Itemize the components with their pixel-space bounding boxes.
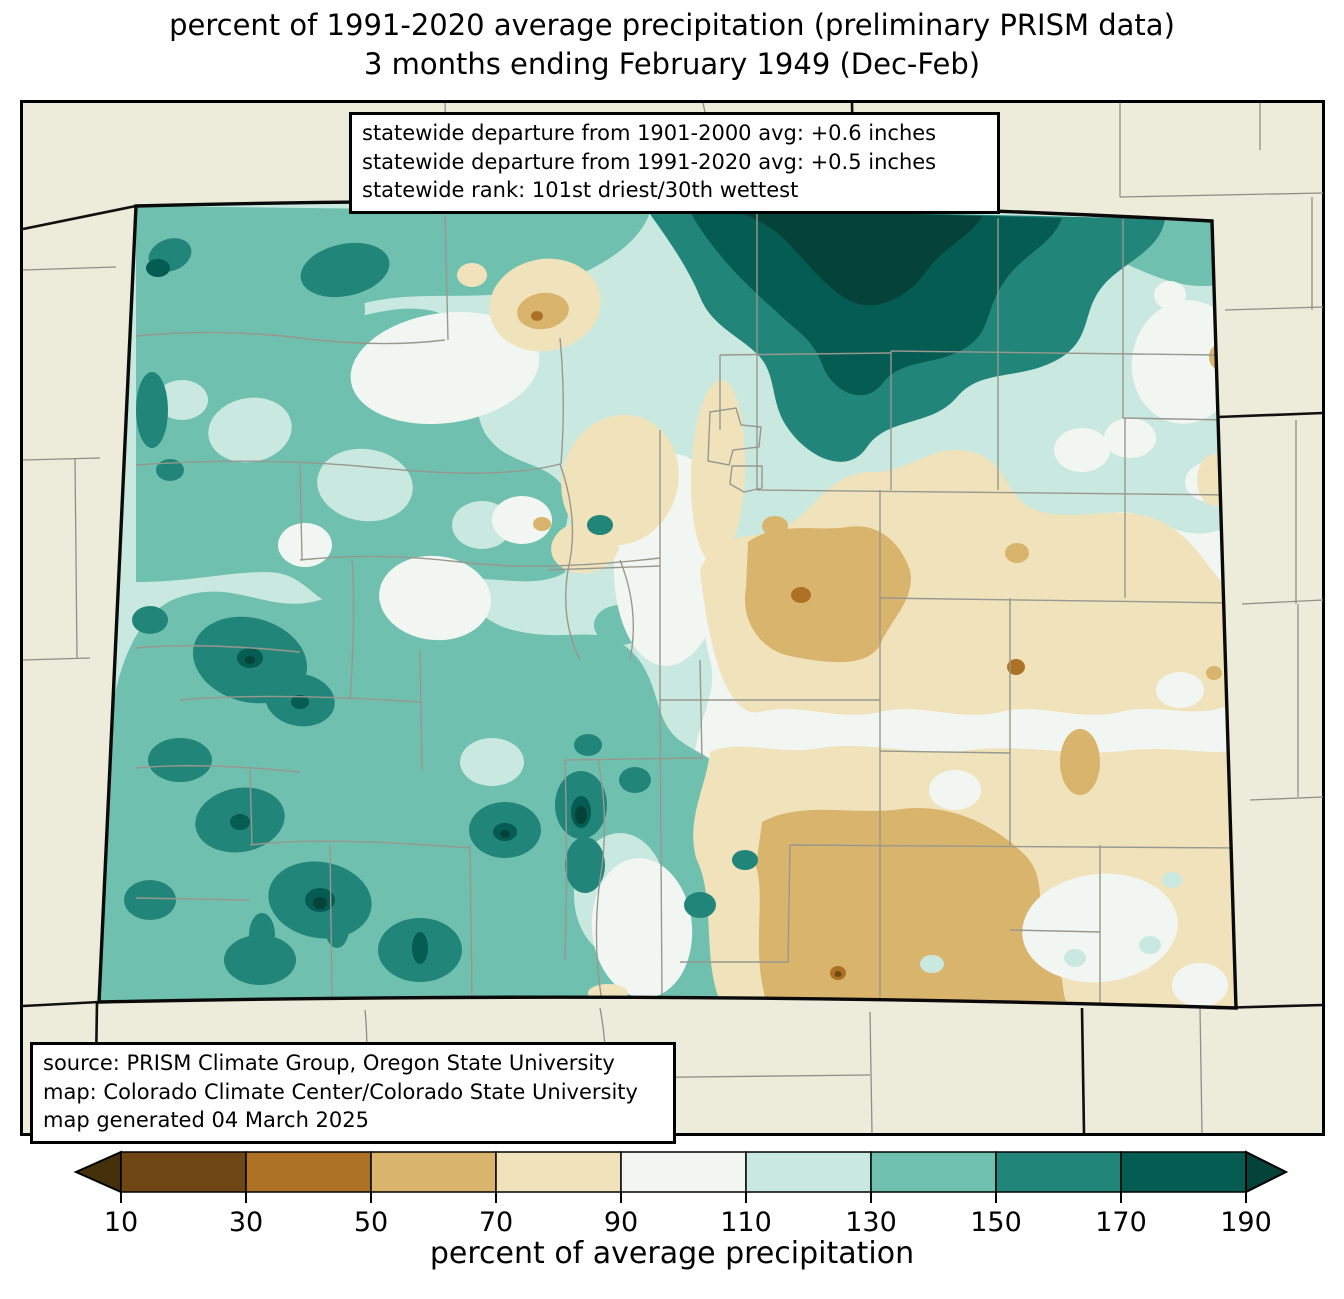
stats-line-3: statewide rank: 101st driest/30th wettes… — [362, 178, 799, 202]
source-credit-box: source: PRISM Climate Group, Oregon Stat… — [30, 1042, 676, 1144]
svg-text:130: 130 — [845, 1207, 897, 1238]
svg-text:150: 150 — [970, 1207, 1022, 1238]
source-line-2: map: Colorado Climate Center/Colorado St… — [43, 1079, 638, 1104]
colorado-precip-map — [20, 100, 1325, 1136]
svg-text:170: 170 — [1095, 1207, 1147, 1238]
svg-text:110: 110 — [720, 1207, 772, 1238]
svg-text:50: 50 — [354, 1207, 388, 1238]
page-title: percent of 1991-2020 average precipitati… — [0, 6, 1344, 84]
title-line-2: 3 months ending February 1949 (Dec-Feb) — [363, 47, 981, 81]
source-line-3: map generated 04 March 2025 — [43, 1108, 370, 1132]
precip-contours — [99, 201, 1236, 1008]
statewide-stats-box: statewide departure from 1901-2000 avg: … — [349, 112, 1000, 214]
svg-text:90: 90 — [604, 1207, 638, 1238]
title-line-1: percent of 1991-2020 average precipitati… — [169, 8, 1175, 42]
colorbar: 10 30 50 70 90 110 130 150 170 190 — [73, 1150, 1289, 1238]
svg-text:10: 10 — [104, 1207, 138, 1238]
svg-text:30: 30 — [229, 1207, 263, 1238]
stats-line-2: statewide departure from 1991-2020 avg: … — [362, 149, 937, 174]
svg-text:70: 70 — [479, 1207, 513, 1238]
svg-text:190: 190 — [1220, 1207, 1272, 1238]
colorbar-axis-label: percent of average precipitation — [429, 1236, 915, 1271]
source-line-1: source: PRISM Climate Group, Oregon Stat… — [43, 1051, 615, 1075]
stats-line-1: statewide departure from 1901-2000 avg: … — [362, 121, 937, 145]
county-lines — [135, 211, 1236, 1005]
